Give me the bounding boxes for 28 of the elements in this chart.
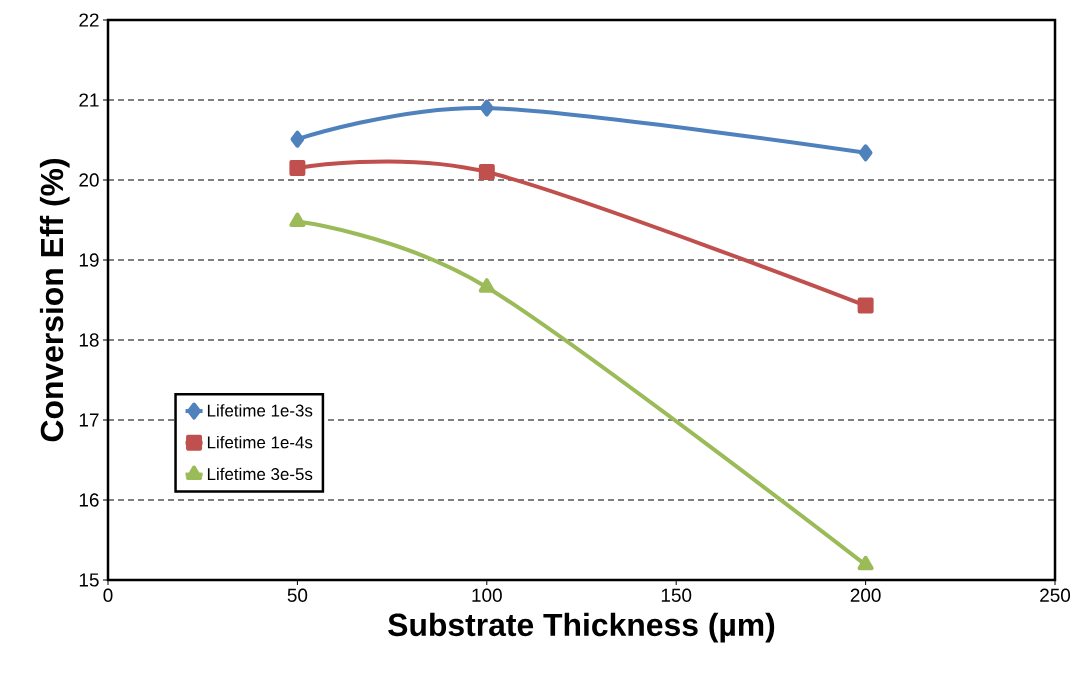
- y-tick-label: 17: [79, 413, 99, 427]
- point: [857, 555, 874, 571]
- y-tick-label: 21: [79, 93, 99, 107]
- y-tick-label: 18: [79, 333, 99, 347]
- x-tick-label: 150: [661, 588, 692, 602]
- x-tick-label: 0: [103, 588, 113, 602]
- point: [290, 130, 305, 148]
- y-tick-label: 15: [79, 573, 99, 587]
- legend-label: Lifetime 1e-4s: [207, 435, 313, 449]
- legend-label: Lifetime 3e-5s: [207, 467, 313, 481]
- x-tick-label: 250: [1040, 588, 1071, 602]
- x-tick-label: 200: [850, 588, 881, 602]
- y-tick-label: 22: [79, 13, 99, 27]
- y-tick-label: 20: [79, 173, 99, 187]
- point: [289, 160, 306, 176]
- point: [478, 278, 495, 293]
- point: [857, 297, 874, 314]
- x-tick-label: 50: [287, 588, 308, 602]
- x-tick-label: 100: [472, 588, 502, 602]
- y-axis-title: Conversion Eff (%): [39, 159, 70, 442]
- point: [858, 144, 873, 162]
- legend-label: Lifetime 1e-3s: [207, 404, 313, 417]
- point: [478, 164, 495, 180]
- point: [289, 212, 306, 228]
- y-tick-label: 16: [79, 493, 99, 507]
- point: [479, 99, 494, 117]
- x-axis-title: Substrate Thickness (µm): [388, 612, 775, 643]
- y-tick-label: 19: [79, 253, 99, 267]
